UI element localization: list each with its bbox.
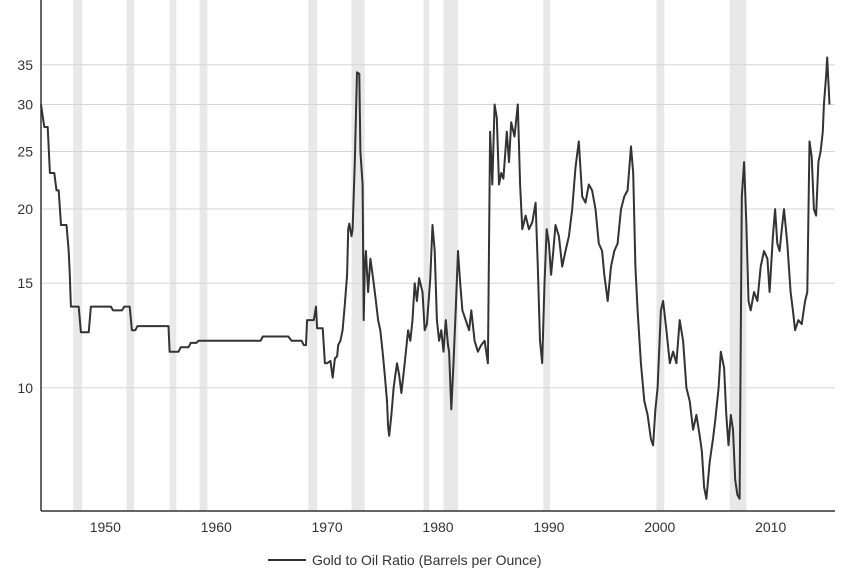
recession-band-4 [308, 0, 318, 511]
x-axis-labels: 1950 1960 1970 1980 1990 2000 2010 [90, 519, 787, 535]
recession-band-2 [169, 0, 177, 511]
recession-band-7 [443, 0, 458, 511]
x-tick-label: 1990 [533, 519, 564, 535]
x-tick-label: 1970 [312, 519, 343, 535]
legend[interactable]: Gold to Oil Ratio (Barrels per Ounce) [268, 550, 542, 570]
y-tick-label: 25 [17, 144, 33, 160]
y-tick-label: 15 [17, 275, 33, 291]
recession-bands [73, 0, 747, 511]
gridlines [41, 64, 835, 389]
recession-band-10 [729, 0, 747, 511]
recession-band-6 [423, 0, 430, 511]
series [40, 56, 831, 500]
y-tick-label: 35 [17, 57, 33, 73]
recession-band-0 [73, 0, 83, 511]
recession-band-9 [656, 0, 665, 511]
x-tick-label: 1980 [422, 519, 453, 535]
y-tick-label: 20 [17, 201, 33, 217]
y-axis-labels: 10 15 20 25 30 35 [17, 57, 33, 396]
x-tick-label: 1950 [90, 519, 121, 535]
legend-label: Gold to Oil Ratio (Barrels per Ounce) [312, 552, 542, 568]
recession-band-3 [199, 0, 208, 511]
y-tick-label: 30 [17, 97, 33, 113]
recession-band-8 [543, 0, 551, 511]
series-line-0 [40, 56, 831, 500]
x-tick-label: 2000 [644, 519, 675, 535]
x-tick-label: 2010 [755, 519, 786, 535]
axes [40, 0, 835, 512]
y-tick-label: 10 [17, 380, 33, 396]
x-tick-label: 1960 [201, 519, 232, 535]
legend-line-swatch [268, 559, 306, 561]
recession-band-1 [126, 0, 135, 511]
